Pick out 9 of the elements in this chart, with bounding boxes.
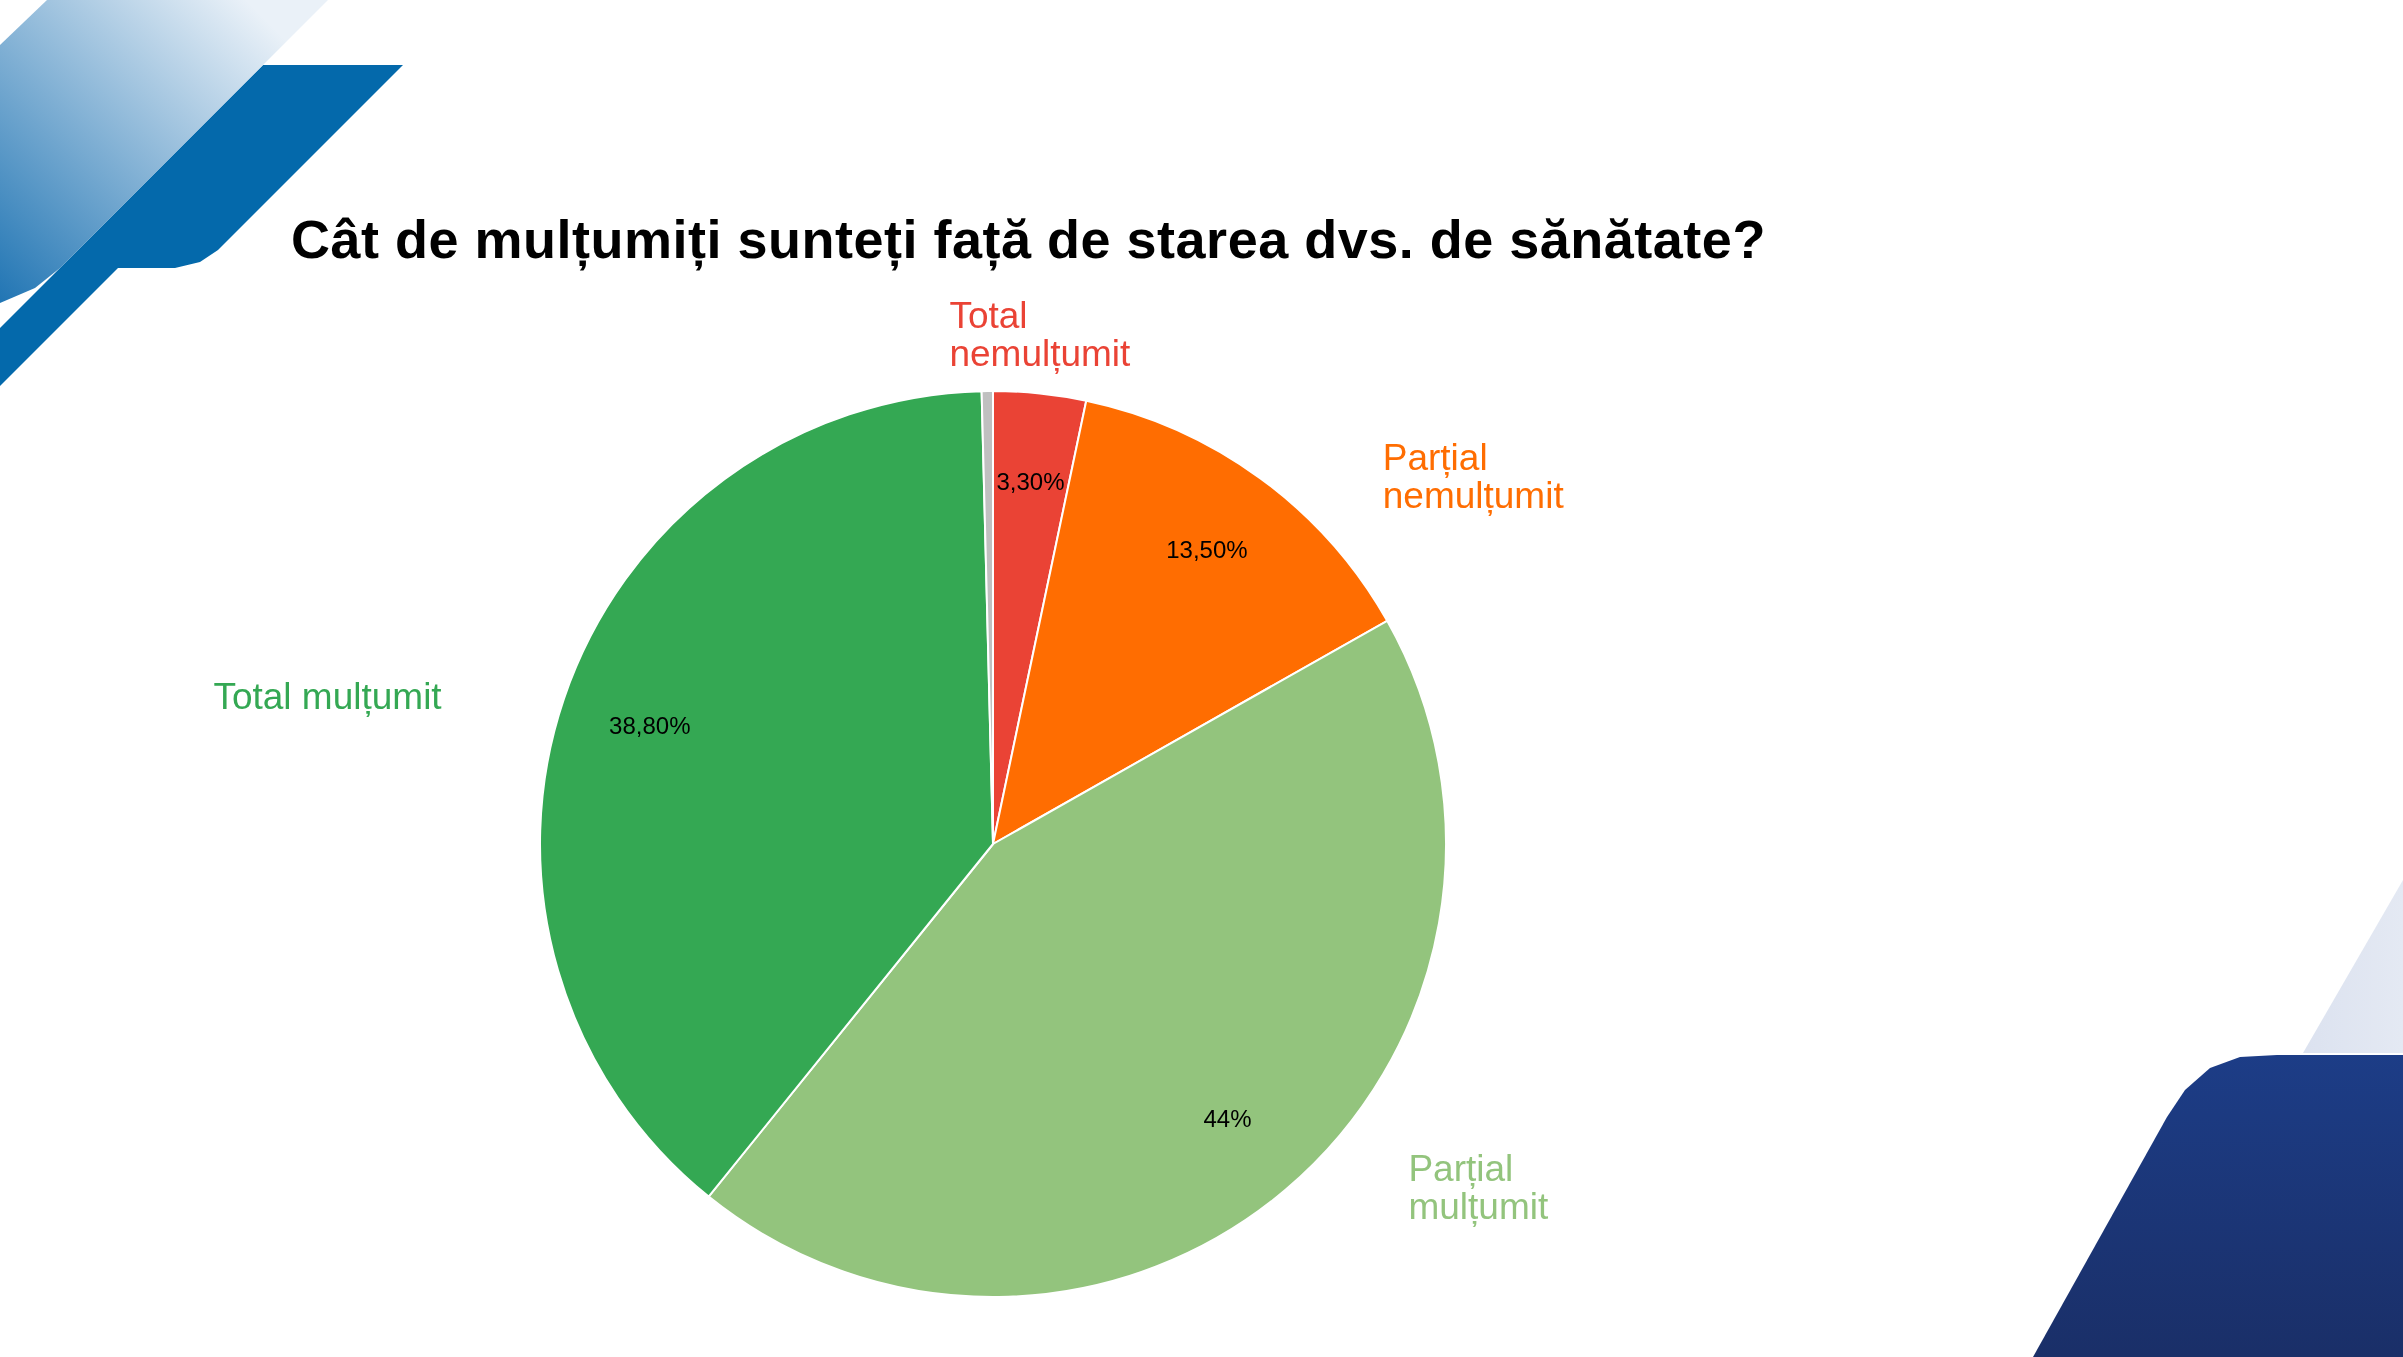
slice-label: Parțial nemulțumit: [1382, 436, 1565, 516]
slice-label: Total mulțumit: [213, 675, 443, 717]
slice-label: Total nemulțumit: [949, 295, 1132, 375]
chart-title: Cât de mulțumiți sunteți față de starea dvs. de sănătate?: [291, 208, 1766, 270]
data-label: 13,50%: [1166, 536, 1248, 564]
data-label: 38,80%: [609, 712, 691, 740]
data-label: 3,30%: [996, 468, 1065, 496]
slice-label: Parțial mulțumit: [1408, 1147, 1549, 1227]
data-label: 44%: [1203, 1104, 1252, 1132]
